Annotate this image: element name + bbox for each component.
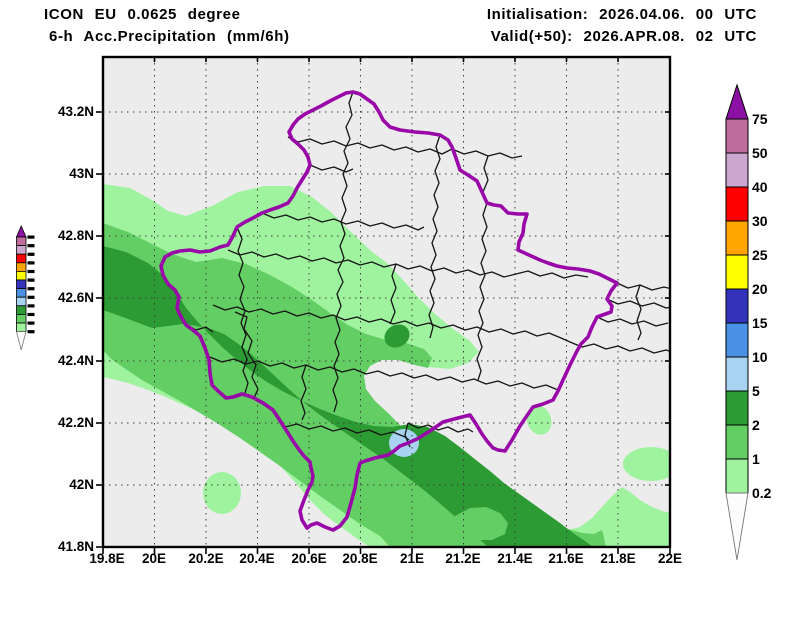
axis-ticks xyxy=(96,57,671,554)
precip-medium-band xyxy=(103,223,606,547)
model-title: ICON EU 0.0625 degree xyxy=(44,6,241,23)
map-plot-area xyxy=(103,57,670,547)
y-tick-label: 42N xyxy=(69,477,94,492)
y-tick-label: 42.6N xyxy=(57,290,94,305)
x-tick-label: 20.6E xyxy=(291,551,327,566)
valid-time-label: Valid(+50): 2026.APR.08. 02 UTC xyxy=(490,28,757,45)
x-tick-label: 20.4E xyxy=(239,551,275,566)
colorbar-label: 50 xyxy=(752,145,768,161)
x-tick-label: 20E xyxy=(141,551,167,566)
parameter-title: 6-h Acc.Precipitation (mm/6h) xyxy=(49,28,290,45)
colorbar-arrow-top xyxy=(725,83,749,120)
map-frame xyxy=(101,55,672,549)
x-tick-label: 19.8E xyxy=(89,551,125,566)
x-tick-label: 21.8E xyxy=(600,551,636,566)
y-tick-label: 42.4N xyxy=(57,353,94,368)
y-tick-label: 42.2N xyxy=(57,415,94,430)
x-tick-label: 21.4E xyxy=(497,551,533,566)
district-borders xyxy=(185,91,670,448)
y-tick-label: 43N xyxy=(69,166,94,181)
y-tick-label: 41.8N xyxy=(57,539,94,554)
colorbar-label: 1 xyxy=(752,451,760,467)
x-tick-label: 22E xyxy=(657,551,683,566)
precip-dark-band xyxy=(103,246,593,547)
colorbar-label: 20 xyxy=(752,281,768,297)
colorbar-label: 5 xyxy=(752,383,760,399)
x-tick-label: 21.6E xyxy=(548,551,584,566)
mini-colorbar-ticks xyxy=(27,235,35,334)
colorbar-arrow-bottom xyxy=(725,492,749,561)
country-border xyxy=(159,90,619,532)
colorbar-label: 40 xyxy=(752,179,768,195)
mini-colorbar xyxy=(15,224,35,351)
y-tick-label: 43.2N xyxy=(57,104,94,119)
colorbar-label: 2 xyxy=(752,417,760,433)
x-tick-label: 21.2E xyxy=(445,551,481,566)
colorbar-label: 10 xyxy=(752,349,768,365)
x-tick-label: 21E xyxy=(399,551,425,566)
init-time-label: Initialisation: 2026.04.06. 00 UTC xyxy=(486,6,757,23)
colorbar-label: 30 xyxy=(752,213,768,229)
y-tick-label: 42.8N xyxy=(57,228,94,243)
x-tick-label: 20.8E xyxy=(342,551,378,566)
colorbar-label: 25 xyxy=(752,247,768,263)
precip-medium-swirl xyxy=(454,507,508,540)
colorbar-label: 75 xyxy=(752,111,768,127)
x-tick-label: 20.2E xyxy=(188,551,224,566)
colorbar-label: 15 xyxy=(752,315,768,331)
colorbar xyxy=(725,83,749,561)
colorbar-label: 0.2 xyxy=(752,485,772,501)
